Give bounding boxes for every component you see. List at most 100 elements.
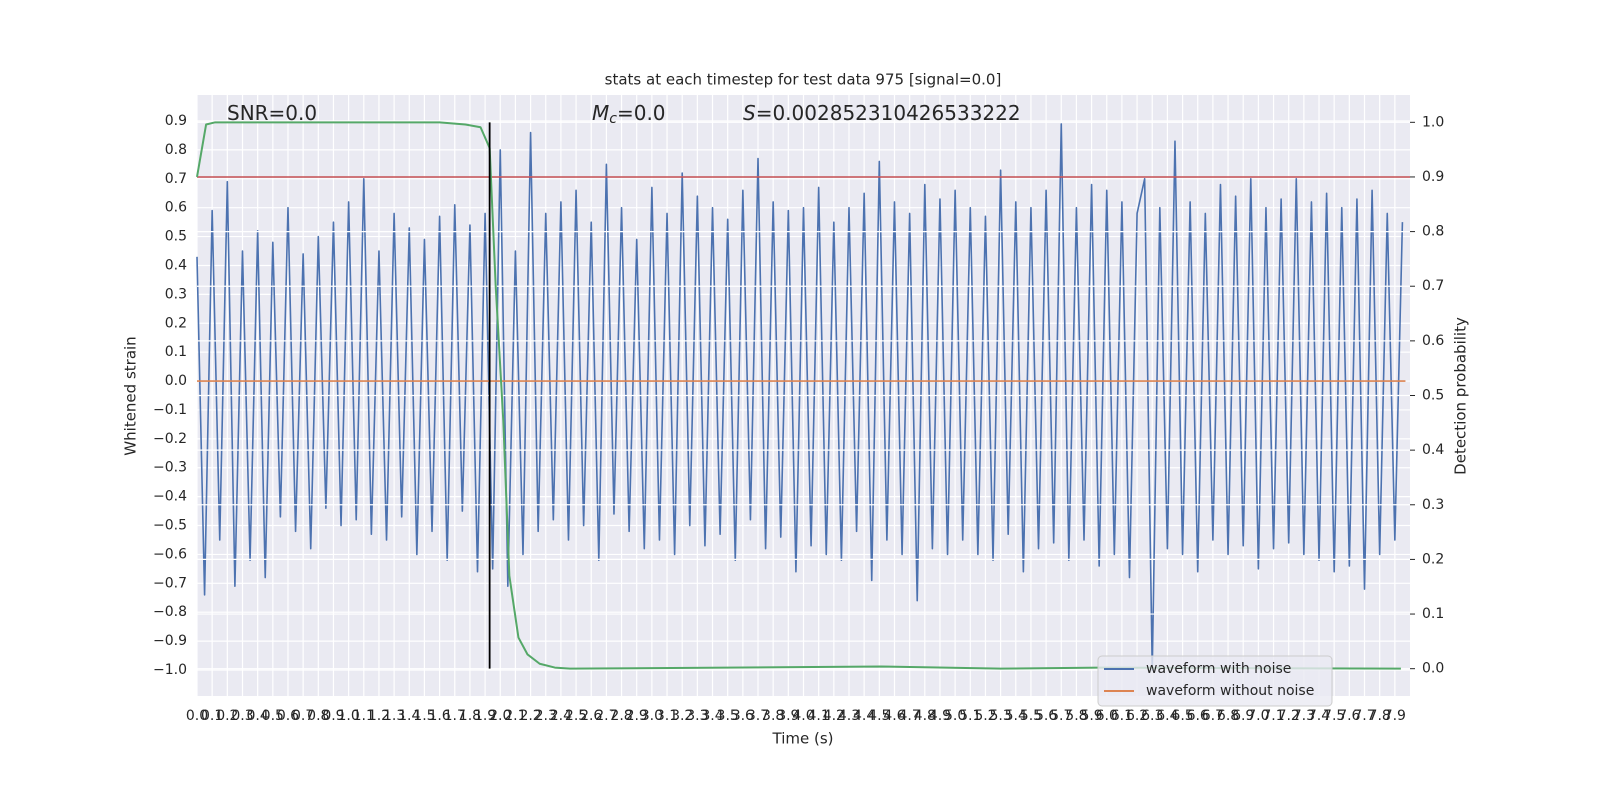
x-tick-label: 4.1: [808, 708, 830, 724]
x-tick-label: 1.1: [353, 708, 375, 724]
x-tick-label: 3.4: [701, 708, 723, 724]
x-tick-label: 7.4: [1308, 708, 1330, 724]
y2-axis-label: Detection probability: [1452, 317, 1470, 475]
y-tick-label: 0.7: [165, 171, 187, 187]
y2-tick-label: 0.4: [1422, 442, 1444, 458]
x-tick-label: 3.0: [641, 708, 663, 724]
x-tick-label: 7.3: [1293, 708, 1315, 724]
y-tick-label: −0.8: [153, 604, 187, 620]
y-tick-label: 0.5: [165, 229, 187, 245]
x-tick-label: 7.5: [1323, 708, 1345, 724]
annotation: Mc=0.0: [592, 101, 666, 128]
y2-tick-label: 0.2: [1422, 551, 1444, 567]
x-tick-label: 6.4: [1156, 708, 1178, 724]
x-tick-label: 3.1: [656, 708, 678, 724]
x-tick-label: 3.8: [762, 708, 784, 724]
x-tick-label: 0.5: [262, 708, 284, 724]
y2-tick-label: 0.0: [1422, 661, 1444, 677]
x-tick-label: 1.7: [444, 708, 466, 724]
x-tick-label: 1.0: [337, 708, 359, 724]
x-tick-label: 7.6: [1338, 708, 1360, 724]
x-tick-label: 6.2: [1126, 708, 1148, 724]
x-tick-label: 2.1: [504, 708, 526, 724]
y-tick-label: −0.7: [153, 575, 187, 591]
x-tick-label: 2.4: [550, 708, 572, 724]
x-tick-label: 1.6: [428, 708, 450, 724]
annotation-subscript: c: [609, 111, 617, 127]
x-tick-label: 0.7: [292, 708, 314, 724]
x-tick-label: 0.3: [231, 708, 253, 724]
y2-tick-label: 0.7: [1422, 278, 1444, 294]
x-tick-label: 7.0: [1247, 708, 1269, 724]
x-tick-label: 5.7: [1050, 708, 1072, 724]
chart-title: stats at each timestep for test data 975…: [605, 71, 1002, 89]
y-tick-label: −0.2: [153, 431, 187, 447]
x-tick-label: 4.5: [868, 708, 890, 724]
x-tick-label: 5.0: [944, 708, 966, 724]
x-tick-label: 5.4: [1005, 708, 1027, 724]
y2-tick-label: 0.6: [1422, 333, 1444, 349]
x-tick-label: 6.7: [1202, 708, 1224, 724]
x-tick-label: 6.5: [1171, 708, 1193, 724]
y2-tick-label: 0.3: [1422, 497, 1444, 513]
annotation-symbol: M: [592, 101, 609, 125]
y-tick-label: 0.9: [165, 113, 187, 129]
x-tick-label: 4.6: [883, 708, 905, 724]
x-tick-label: 5.5: [1020, 708, 1042, 724]
y-tick-label: −0.6: [153, 546, 187, 562]
x-tick-label: 7.8: [1369, 708, 1391, 724]
y-tick-label: 0.6: [165, 200, 187, 216]
x-tick-label: 1.4: [398, 708, 420, 724]
x-tick-label: 2.0: [489, 708, 511, 724]
y-tick-label: 0.2: [165, 315, 187, 331]
y2-tick-label: 0.1: [1422, 606, 1444, 622]
x-tick-label: 2.6: [580, 708, 602, 724]
x-tick-label: 5.9: [1080, 708, 1102, 724]
x-tick-label: 1.3: [383, 708, 405, 724]
x-tick-label: 0.9: [322, 708, 344, 724]
x-axis-label: Time (s): [772, 730, 834, 748]
y-tick-label: −0.9: [153, 633, 187, 649]
y-tick-label: −0.5: [153, 518, 187, 534]
x-tick-label: 3.6: [732, 708, 754, 724]
y-tick-label: 0.3: [165, 286, 187, 302]
x-tick-label: 7.2: [1278, 708, 1300, 724]
y-tick-label: 0.4: [165, 257, 187, 273]
x-tick-label: 4.2: [823, 708, 845, 724]
x-tick-label: 1.8: [459, 708, 481, 724]
x-tick-label: 4.8: [914, 708, 936, 724]
x-tick-label: 5.3: [989, 708, 1011, 724]
legend-label: waveform without noise: [1146, 683, 1314, 699]
series-line: [196, 121, 1401, 670]
x-tick-label: 6.6: [1187, 708, 1209, 724]
y-axis-label: Whitened strain: [122, 336, 140, 455]
x-tick-label: 2.8: [610, 708, 632, 724]
x-tick-label: 5.6: [1035, 708, 1057, 724]
y-tick-label: 0.8: [165, 142, 187, 158]
x-tick-label: 0.8: [307, 708, 329, 724]
y2-tick-label: 0.5: [1422, 388, 1444, 404]
x-tick-label: 0.1: [201, 708, 223, 724]
x-tick-label: 2.9: [626, 708, 648, 724]
y-tick-label: −0.1: [153, 402, 187, 418]
y-tick-label: −1.0: [153, 662, 187, 678]
y2-tick-label: 0.8: [1422, 224, 1444, 240]
annotation-text: =0.002852310426533222: [756, 101, 1021, 125]
annotation: SNR=0.0: [227, 101, 317, 125]
annotation-text: SNR=0.0: [227, 101, 317, 125]
legend-label: waveform with noise: [1146, 661, 1291, 677]
y2-tick-label: 0.9: [1422, 169, 1444, 185]
x-tick-label: 5.1: [959, 708, 981, 724]
x-tick-label: 2.3: [535, 708, 557, 724]
x-tick-label: 1.5: [413, 708, 435, 724]
y-tick-label: −0.4: [153, 489, 187, 505]
x-tick-label: 6.0: [1096, 708, 1118, 724]
x-tick-label: 6.9: [1232, 708, 1254, 724]
x-tick-label: 5.8: [1065, 708, 1087, 724]
x-tick-label: 4.9: [929, 708, 951, 724]
x-tick-label: 1.9: [474, 708, 496, 724]
x-tick-label: 0.4: [247, 708, 269, 724]
x-tick-label: 6.8: [1217, 708, 1239, 724]
x-tick-label: 0.0: [186, 708, 208, 724]
